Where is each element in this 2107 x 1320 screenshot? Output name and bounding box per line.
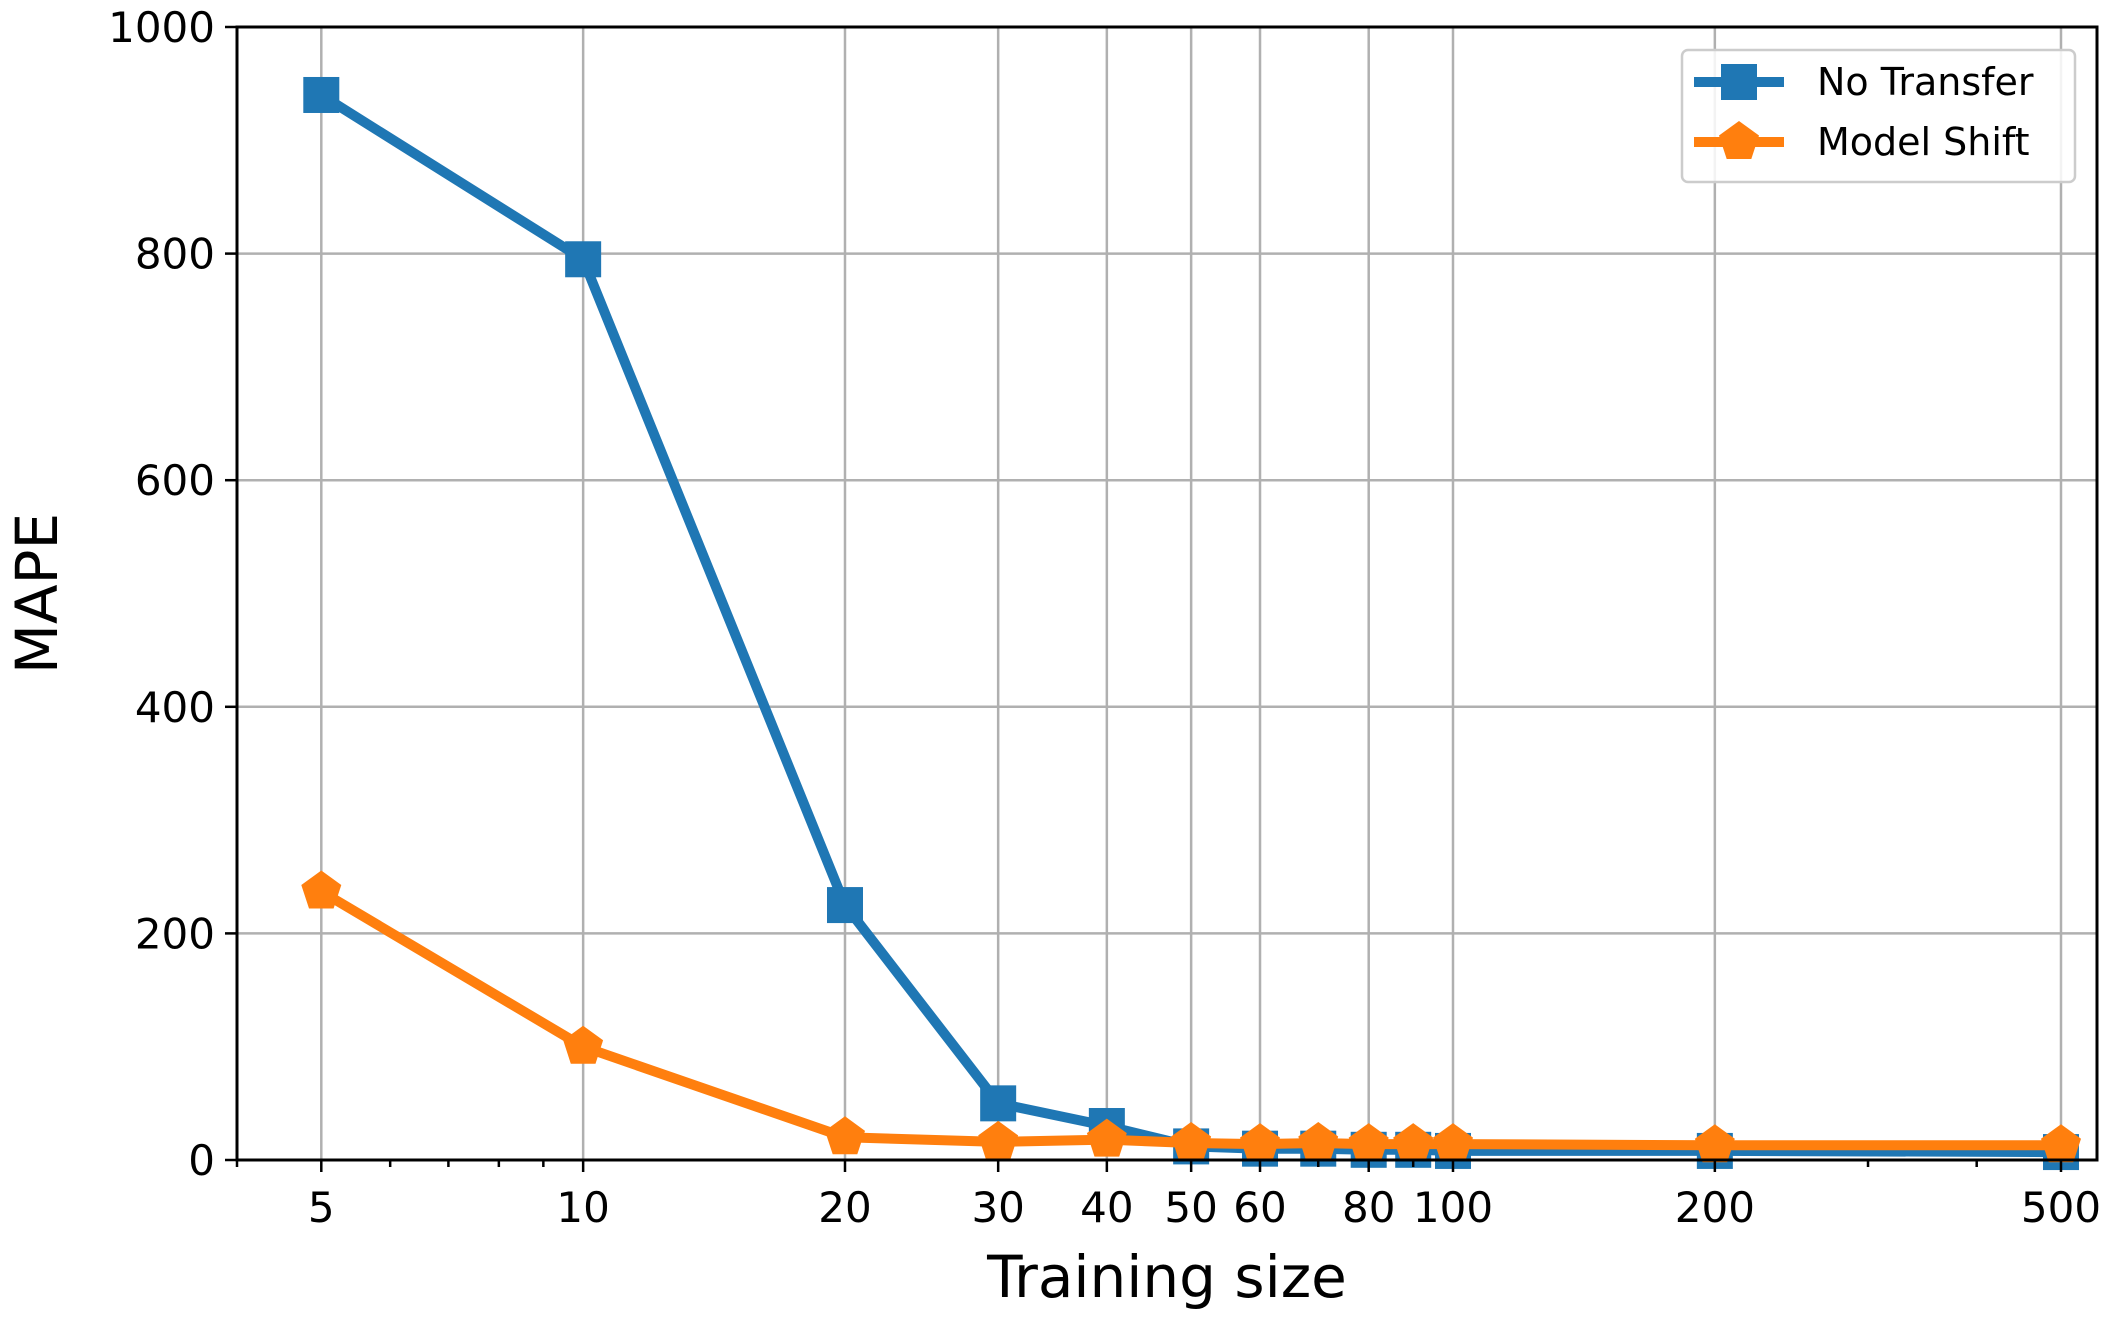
- x-tick-label: 50: [1164, 1183, 1217, 1232]
- x-tick-label: 100: [1413, 1183, 1493, 1232]
- x-tick-label: 500: [2021, 1183, 2101, 1232]
- legend-label: No Transfer: [1817, 60, 2034, 104]
- y-tick-label: 1000: [108, 3, 215, 52]
- x-tick-label: 40: [1080, 1183, 1133, 1232]
- data-point: [301, 870, 342, 909]
- x-tick-label: 30: [971, 1183, 1024, 1232]
- x-tick-label: 20: [818, 1183, 871, 1232]
- y-tick-label: 800: [135, 230, 215, 279]
- legend-item: No Transfer: [1694, 60, 2034, 104]
- grid: [237, 25, 2097, 1162]
- data-point: [1086, 1118, 1127, 1157]
- data-point: [563, 1025, 604, 1064]
- data-point: [826, 887, 863, 924]
- plot-frame: [235, 25, 2099, 1162]
- y-tick-label: 600: [135, 456, 215, 505]
- data-point: [2041, 1124, 2081, 1163]
- data-point: [1393, 1123, 1434, 1162]
- legend-item: Model Shift: [1694, 120, 2030, 164]
- data-point: [1433, 1123, 1473, 1162]
- x-axis-label: Training size: [986, 1243, 1347, 1311]
- legend-items: No Transfer Model Shift: [1694, 60, 2034, 164]
- data-point: [980, 1085, 1017, 1122]
- data-point: [1348, 1123, 1389, 1162]
- data-point: [565, 241, 602, 278]
- data-point: [1240, 1123, 1280, 1162]
- x-tick-label: 5: [308, 1183, 335, 1232]
- data-point: [1171, 1122, 1212, 1160]
- legend-label: Model Shift: [1817, 120, 2030, 164]
- series-model-shift: [301, 870, 2081, 1163]
- data-point: [303, 76, 340, 113]
- legend: No Transfer Model Shift: [1680, 48, 2077, 184]
- data-point: [1298, 1122, 1339, 1160]
- y-tick-label: 0: [188, 1136, 215, 1185]
- data-point: [978, 1120, 1019, 1159]
- axis-ticks: 5 10 20 30 40 50 60 80 100 200 500 0 200 400 600 800 100…: [108, 3, 2101, 1232]
- y-axis-label: MAPE: [3, 513, 71, 674]
- x-tick-label: 80: [1342, 1183, 1395, 1232]
- data-point: [825, 1116, 865, 1155]
- x-tick-label: 10: [556, 1183, 609, 1232]
- data-point: [1694, 1124, 1735, 1163]
- x-tick-label: 60: [1233, 1183, 1286, 1232]
- y-tick-label: 400: [135, 683, 215, 732]
- legend-marker: [1719, 121, 1759, 159]
- x-tick-label: 200: [1675, 1183, 1755, 1232]
- legend-marker: [1721, 64, 1757, 100]
- y-tick-label: 200: [135, 909, 215, 958]
